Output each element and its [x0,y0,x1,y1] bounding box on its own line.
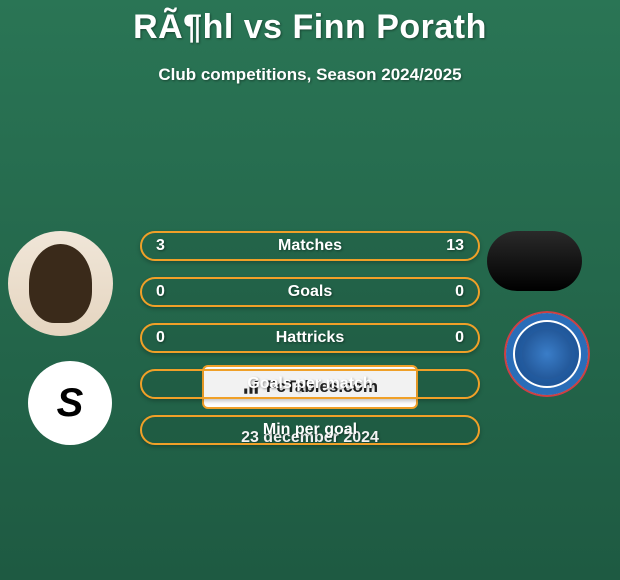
stat-row-hattricks: 0 Hattricks 0 [140,323,480,353]
stat-label: Goals [288,283,332,301]
page-title: RÃ¶hl vs Finn Porath [0,0,620,47]
stat-left-value: 3 [156,237,165,255]
stat-right-value: 13 [446,237,464,255]
person-icon [29,244,92,323]
stat-label: Hattricks [276,329,344,347]
stat-label: Goals per match [247,375,372,393]
stat-label: Min per goal [263,421,357,439]
club-right-badge [504,311,590,397]
player-right-avatar [487,231,582,291]
club-left-badge: S [28,361,112,445]
stat-right-value: 0 [455,329,464,347]
stat-row-min-per-goal: Min per goal [140,415,480,445]
stat-left-value: 0 [156,329,165,347]
badge-inner [522,329,572,379]
stat-row-goals: 0 Goals 0 [140,277,480,307]
sc-freiburg-icon: S [57,381,84,426]
stat-right-value: 0 [455,283,464,301]
infographic-root: RÃ¶hl vs Finn Porath Club competitions, … [0,0,620,580]
stats-area: S 3 Matches 13 0 Goals 0 0 Hattricks 0 [0,111,620,351]
stat-left-value: 0 [156,283,165,301]
stat-row-goals-per-match: Goals per match [140,369,480,399]
stat-row-matches: 3 Matches 13 [140,231,480,261]
season-subtitle: Club competitions, Season 2024/2025 [0,65,620,85]
stat-rows: 3 Matches 13 0 Goals 0 0 Hattricks 0 Goa… [140,231,480,461]
stat-label: Matches [278,237,342,255]
player-left-avatar [8,231,113,336]
